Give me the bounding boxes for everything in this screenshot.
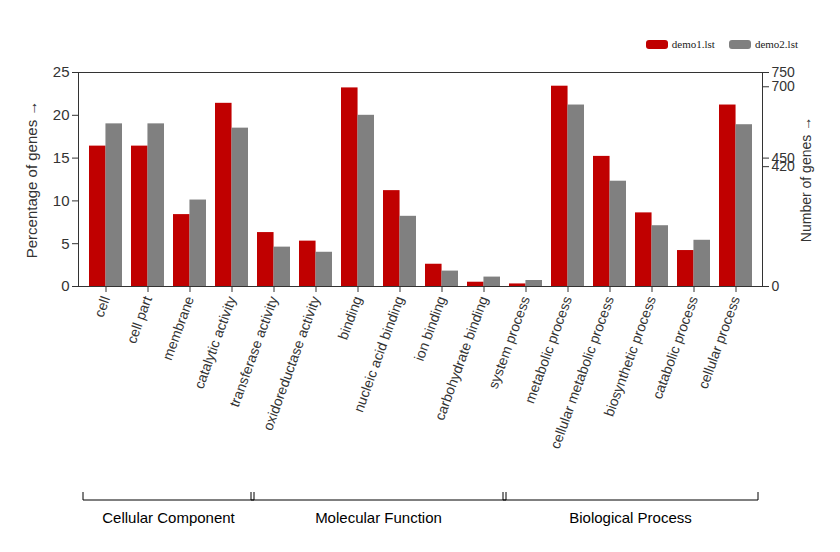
svg-text:oxidoreductase activity: oxidoreductase activity <box>260 294 323 433</box>
html-text:demo2.lst: demo2.lst <box>754 38 798 50</box>
svg-text:cellular process: cellular process <box>695 294 743 391</box>
svg-text:nucleic acid binding: nucleic acid binding <box>350 294 407 414</box>
svg-text:750: 750 <box>772 64 796 80</box>
svg-text:cellular metabolic process: cellular metabolic process <box>547 294 617 451</box>
svg-text:ion binding: ion binding <box>411 294 449 363</box>
svg-text:Number of genes →: Number of genes → <box>798 117 814 242</box>
svg-text:25: 25 <box>53 63 70 80</box>
svg-text:carbohydrate binding: carbohydrate binding <box>431 294 491 422</box>
svg-text:membrane: membrane <box>159 294 197 363</box>
svg-text:10: 10 <box>53 192 70 209</box>
svg-text:system process: system process <box>485 294 533 391</box>
svg-text:Percentage of genes →: Percentage of genes → <box>23 101 40 259</box>
svg-text:420: 420 <box>771 158 795 175</box>
svg-text:catabolic process: catabolic process <box>649 294 701 401</box>
svg-text:cell: cell <box>91 294 113 319</box>
svg-text:transferase activity: transferase activity <box>226 294 281 410</box>
svg-text:Cellular Component: Cellular Component <box>102 509 235 526</box>
svg-text:700: 700 <box>772 78 796 94</box>
svg-text:5: 5 <box>61 235 69 252</box>
svg-text:20: 20 <box>53 106 70 123</box>
html-text:demo1.lst: demo1.lst <box>671 38 715 50</box>
svg-text:15: 15 <box>53 149 70 166</box>
svg-text:cell part: cell part <box>123 294 155 346</box>
svg-text:Molecular Function: Molecular Function <box>315 509 442 526</box>
svg-text:biosynthetic process: biosynthetic process <box>601 294 659 419</box>
svg-text:0: 0 <box>61 277 69 294</box>
svg-text:catalytic activity: catalytic activity <box>191 294 239 391</box>
svg-text:0: 0 <box>772 278 780 294</box>
svg-text:450: 450 <box>772 150 796 166</box>
svg-text:binding: binding <box>335 294 365 342</box>
svg-text:Biological Process: Biological Process <box>569 509 692 526</box>
